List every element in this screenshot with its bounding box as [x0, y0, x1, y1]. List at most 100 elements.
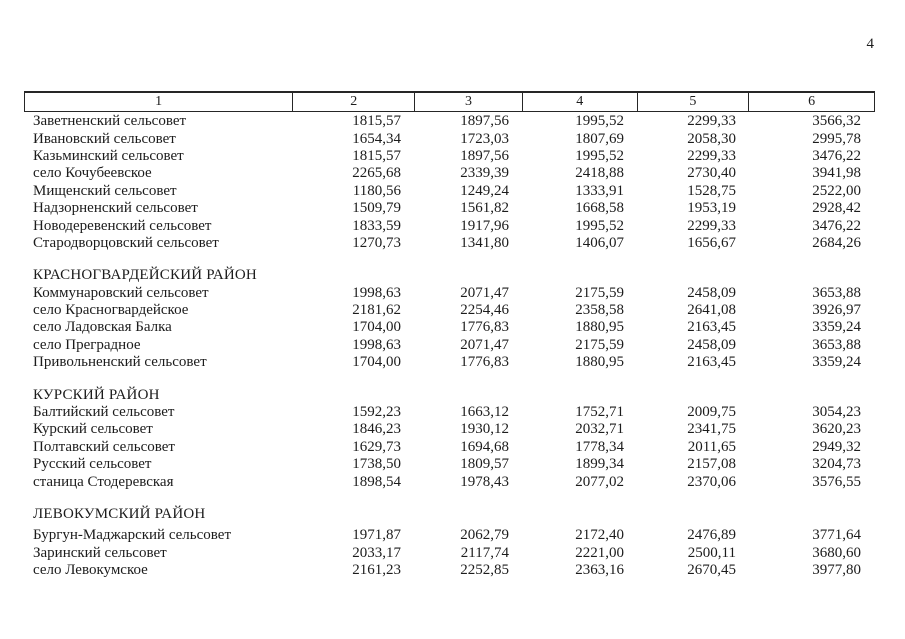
- cell-value-col3: 1723,03: [460, 130, 509, 147]
- cell-value-col6: 3576,55: [812, 473, 861, 490]
- cell-value-col4: 2032,71: [575, 421, 624, 438]
- table-row: Мищенский сельсовет 1180,56 1249,24 1333,91…: [24, 183, 875, 200]
- cell-value-col3: 1694,68: [460, 438, 509, 455]
- cell-territory-name: Новодеревенский сельсовет: [33, 217, 212, 234]
- cell-value-col6: 3977,80: [812, 562, 861, 579]
- cell-value-col2: 1833,59: [352, 217, 401, 234]
- cell-value-col6: 3680,60: [812, 544, 861, 561]
- cell-value-col4: 1995,52: [575, 217, 624, 234]
- cell-territory-name: Коммунаровский сельсовет: [33, 284, 209, 301]
- cell-territory-name: Бургун-Маджарский сельсовет: [33, 527, 232, 544]
- cell-value-col2: 1846,23: [352, 421, 401, 438]
- cell-value-col2: 1704,00: [352, 354, 401, 371]
- cell-value-col4: 2221,00: [575, 544, 624, 561]
- table-row: село Левокумское 2161,23 2252,85 2363,16 267…: [24, 562, 875, 579]
- cell-value-col6: 2522,00: [812, 182, 861, 199]
- cell-value-col6: 3771,64: [812, 527, 861, 544]
- cell-value-col3: 2071,47: [460, 336, 509, 353]
- cell-value-col5: 2299,33: [687, 147, 736, 164]
- cell-value-col5: 1953,19: [687, 200, 736, 217]
- cell-value-col6: 2995,78: [812, 130, 861, 147]
- cell-value-col4: 1668,58: [575, 200, 624, 217]
- table-section: ЛЕВОКУМСКИЙ РАЙОН Бургун-Маджарский сельс…: [24, 506, 875, 580]
- cell-value-col4: 1880,95: [575, 354, 624, 371]
- cell-value-col2: 1971,87: [352, 527, 401, 544]
- cell-value-col3: 1917,96: [460, 217, 509, 234]
- table-row: Заринский сельсовет 2033,17 2117,74 2221,00…: [24, 545, 875, 562]
- cell-value-col5: 2641,08: [687, 302, 736, 319]
- cell-value-col4: 1995,52: [575, 147, 624, 164]
- cell-value-col5: 1656,67: [687, 234, 736, 251]
- column-header-6: 6: [808, 94, 816, 109]
- cell-value-col2: 1704,00: [352, 319, 401, 336]
- table-section: КРАСНОГВАРДЕЙСКИЙ РАЙОН Коммунаровский се…: [24, 267, 875, 371]
- cell-territory-name: село Левокумское: [33, 562, 148, 579]
- cell-territory-name: Полтавский сельсовет: [33, 438, 175, 455]
- cell-value-col3: 1776,83: [460, 319, 509, 336]
- cell-value-col5: 2670,45: [687, 562, 736, 579]
- cell-value-col3: 1341,80: [460, 234, 509, 251]
- cell-value-col2: 2033,17: [352, 544, 401, 561]
- section-title: КРАСНОГВАРДЕЙСКИЙ РАЙОН: [33, 267, 257, 284]
- cell-value-col2: 2161,23: [352, 562, 401, 579]
- cell-value-col4: 2077,02: [575, 473, 624, 490]
- cell-value-col6: 3054,23: [812, 404, 861, 421]
- cell-value-col3: 1663,12: [460, 404, 509, 421]
- column-header-4: 4: [523, 93, 638, 111]
- table-row: Курский сельсовет 1846,23 1930,12 2032,71 23…: [24, 421, 875, 438]
- table-row: Балтийский сельсовет 1592,23 1663,12 1752,7…: [24, 404, 875, 421]
- column-header-5: 5: [638, 93, 750, 111]
- cell-value-col6: 2684,26: [812, 234, 861, 251]
- cell-value-col5: 2299,33: [687, 113, 736, 130]
- cell-territory-name: Ивановский сельсовет: [33, 130, 176, 147]
- page-number: 4: [866, 36, 875, 52]
- cell-territory-name: село Кочубеевское: [33, 165, 152, 182]
- table-body: Заветненский сельсовет 1815,57 1897,56 1995…: [24, 112, 875, 579]
- cell-value-col3: 1809,57: [460, 456, 509, 473]
- table-row: село Красногвардейское 2181,62 2254,46 2358…: [24, 302, 875, 319]
- cell-value-col4: 2172,40: [575, 527, 624, 544]
- cell-value-col2: 1738,50: [352, 456, 401, 473]
- cell-value-col5: 2458,09: [687, 336, 736, 353]
- cell-value-col5: 2730,40: [687, 165, 736, 182]
- cell-value-col4: 2358,58: [575, 302, 624, 319]
- cell-value-col2: 1270,73: [352, 234, 401, 251]
- cell-value-col4: 1752,71: [575, 404, 624, 421]
- cell-value-col4: 2175,59: [575, 284, 624, 301]
- cell-value-col5: 2341,75: [687, 421, 736, 438]
- cell-value-col2: 1509,79: [352, 200, 401, 217]
- cell-value-col6: 3359,24: [812, 354, 861, 371]
- cell-value-col3: 1897,56: [460, 147, 509, 164]
- cell-value-col5: 2500,11: [687, 544, 736, 561]
- cell-value-col4: 1406,07: [575, 234, 624, 251]
- table-row: Заветненский сельсовет 1815,57 1897,56 1995…: [24, 113, 875, 130]
- cell-value-col5: 2058,30: [687, 130, 736, 147]
- cell-value-col4: 1778,34: [575, 438, 624, 455]
- cell-value-col4: 1333,91: [575, 182, 624, 199]
- cell-value-col6: 2949,32: [812, 438, 861, 455]
- cell-territory-name: Курский сельсовет: [33, 421, 153, 438]
- cell-value-col2: 1998,63: [352, 284, 401, 301]
- table-row: Русский сельсовет 1738,50 1809,57 1899,34 21…: [24, 456, 875, 473]
- cell-value-col2: 1898,54: [352, 473, 401, 490]
- cell-value-col3: 2062,79: [460, 527, 509, 544]
- table-section: КУРСКИЙ РАЙОН Балтийский сельсовет 1592,23…: [24, 386, 875, 490]
- cell-value-col2: 1998,63: [352, 336, 401, 353]
- table-row: Стародворцовский сельсовет 1270,73 1341,80…: [24, 235, 875, 252]
- cell-value-col3: 1249,24: [460, 182, 509, 199]
- table-row: Новодеревенский сельсовет 1833,59 1917,96 1…: [24, 217, 875, 234]
- cell-value-col5: 2157,08: [687, 456, 736, 473]
- cell-value-col3: 1978,43: [460, 473, 509, 490]
- cell-value-col3: 1930,12: [460, 421, 509, 438]
- cell-value-col2: 1815,57: [352, 147, 401, 164]
- cell-value-col4: 2363,16: [575, 562, 624, 579]
- column-header-1: 1: [25, 93, 294, 111]
- cell-value-col6: 3926,97: [812, 302, 861, 319]
- cell-value-col4: 1807,69: [575, 130, 624, 147]
- column-header-3: 3: [415, 93, 523, 111]
- cell-value-col3: 2254,46: [460, 302, 509, 319]
- table-row: Привольненский сельсовет 1704,00 1776,83 18…: [24, 354, 875, 371]
- cell-territory-name: Казьминский сельсовет: [33, 147, 184, 164]
- cell-value-col2: 2265,68: [352, 165, 401, 182]
